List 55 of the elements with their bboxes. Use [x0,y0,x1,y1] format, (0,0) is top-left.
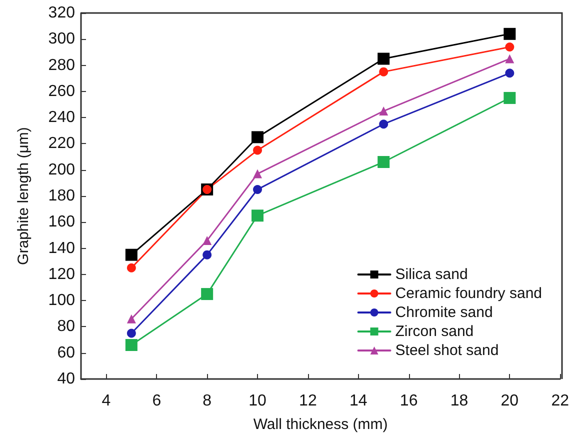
legend-label: Zircon sand [395,323,474,340]
y-tick-label: 300 [48,30,76,48]
y-tick-label: 40 [57,370,76,388]
point [505,68,514,78]
legend-label: Steel shot sand [395,342,499,359]
x-tick-label: 8 [202,392,212,410]
y-tick-label: 260 [48,82,76,100]
point [125,339,138,352]
point [504,92,516,104]
point [201,288,214,300]
y-tick-label: 160 [48,214,76,231]
point [505,54,514,64]
y-tick-label: 100 [48,292,76,310]
point [253,146,262,155]
y-axis-title: Graphite length (μm) [15,127,32,265]
y-tick-label: 240 [48,109,76,126]
x-tick-label: 10 [248,392,267,410]
point [126,263,136,272]
legend-label: Chromite sand [395,304,493,321]
y-tick-label: 140 [48,240,76,257]
x-tick-label: 6 [152,392,162,410]
point [379,106,388,116]
point [253,184,262,194]
point [378,156,390,168]
y-tick-label: 320 [48,4,76,22]
y-tick-label: 220 [48,135,76,152]
x-tick-label: 4 [102,392,111,410]
point [202,250,212,260]
point [126,328,136,338]
y-tick-label: 60 [57,344,76,362]
point [379,67,388,76]
y-tick-label: 280 [48,56,76,74]
y-tick-label: 120 [48,266,76,283]
point [505,42,514,52]
x-tick-label: 14 [349,392,368,410]
legend-label: Silica sand [395,266,468,283]
x-tick-label: 20 [500,392,519,410]
x-tick-label: 22 [551,392,570,410]
point [252,131,264,144]
point [126,314,136,324]
point [504,28,516,40]
point [202,236,212,245]
point [253,169,262,178]
point [379,120,388,129]
y-tick-label: 200 [48,161,76,178]
point [125,248,138,261]
x-tick-label: 16 [400,392,418,410]
y-tick-label: 80 [57,318,76,336]
x-tick-label: 18 [450,392,468,410]
y-tick-label: 180 [48,188,76,204]
x-tick-label: 12 [299,392,317,410]
legend-label: Ceramic foundry sand [395,285,542,302]
x-axis-title: Wall thickness (mm) [253,416,388,433]
point [378,52,390,65]
point [252,210,264,222]
